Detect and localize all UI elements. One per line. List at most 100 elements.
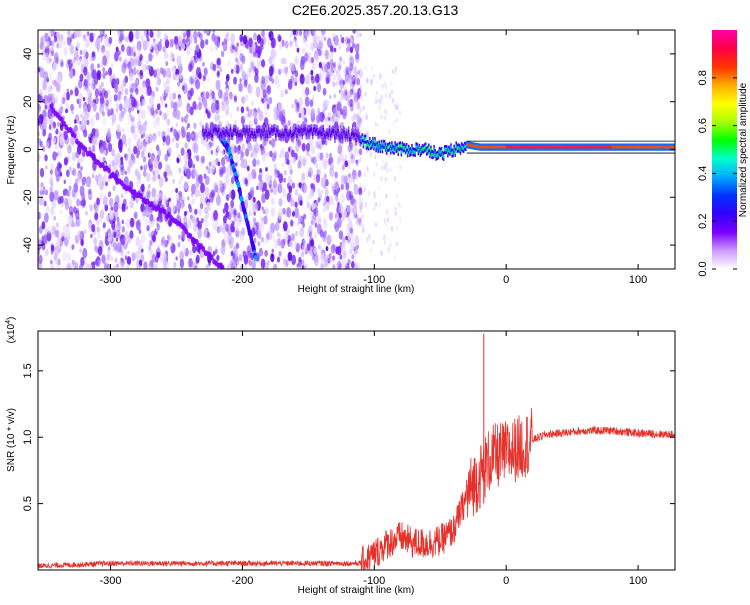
heatmap-cell	[184, 142, 188, 149]
heatmap-cell	[321, 158, 326, 167]
heatmap-track-cell	[184, 228, 189, 235]
heatmap-ridge-core	[579, 145, 582, 149]
heatmap-ridge-core	[636, 145, 639, 149]
heatmap-cell	[234, 46, 238, 53]
heatmap-cell	[60, 106, 64, 112]
heatmap-cell	[42, 129, 47, 137]
heatmap-cell	[311, 255, 315, 261]
heatmap-cell	[349, 81, 353, 87]
heatmap-cell	[152, 234, 156, 243]
heatmap-cell	[207, 260, 211, 266]
heatmap-cell	[39, 124, 44, 131]
heatmap-cell	[79, 49, 83, 56]
heatmap-cell	[373, 206, 376, 212]
heatmap-cell	[92, 32, 96, 38]
heatmap-cell	[238, 82, 243, 92]
heatmap-cell	[325, 76, 330, 85]
heatmap-cell	[342, 60, 345, 65]
heatmap-cell	[140, 35, 145, 44]
heatmap-cell	[63, 40, 66, 46]
heatmap-cell	[383, 239, 387, 245]
heatmap-cell	[336, 262, 340, 268]
heatmap-cell	[168, 146, 172, 154]
heatmap-cell	[278, 35, 282, 42]
heatmap-cell	[296, 221, 300, 227]
heatmap-ridge-core	[242, 127, 244, 132]
heatmap-cell	[71, 110, 74, 115]
heatmap-cell	[55, 98, 59, 104]
heatmap-ridge-core	[318, 130, 320, 136]
heatmap-ridge-core	[526, 145, 528, 149]
heatmap-cell	[389, 242, 392, 248]
heatmap-ridge-core	[319, 129, 321, 135]
heatmap-cell	[197, 101, 202, 110]
heatmap-cell	[261, 30, 265, 38]
heatmap-ridge-core	[394, 143, 396, 148]
heatmap-cell	[82, 150, 86, 157]
heatmap-cell	[200, 218, 204, 224]
heatmap-cell	[227, 95, 231, 102]
heatmap-cell	[123, 153, 127, 159]
heatmap-cell	[96, 47, 100, 53]
heatmap-cell	[314, 253, 320, 265]
heatmap-cell	[259, 144, 263, 149]
heatmap-ridge-core	[228, 132, 231, 137]
heatmap-cell	[359, 183, 362, 189]
heatmap-cell	[384, 83, 388, 89]
heatmap-cell	[295, 230, 299, 237]
snr-x-tick-label: 100	[629, 575, 647, 587]
heatmap-cell	[175, 73, 180, 82]
heatmap-cell	[272, 179, 277, 189]
heatmap-cell	[103, 262, 108, 269]
heatmap-ridge-core	[554, 145, 557, 149]
heatmap-ridge-core	[438, 149, 441, 154]
heatmap-cell	[380, 114, 383, 120]
heatmap-ridge-core	[270, 128, 273, 133]
heatmap-cell	[48, 115, 53, 126]
heatmap-cell	[238, 253, 243, 262]
heatmap-cell	[205, 91, 210, 99]
heatmap-cell	[141, 63, 147, 73]
heatmap-cell	[206, 201, 211, 212]
heatmap-cell	[332, 61, 337, 69]
heatmap-cell	[129, 217, 135, 228]
heatmap-cell	[163, 50, 169, 60]
heatmap-cell	[120, 161, 124, 166]
heatmap-cell	[182, 32, 186, 38]
heatmap-cell	[270, 197, 275, 206]
heatmap-cell	[287, 175, 293, 186]
heatmap-cell	[153, 157, 159, 169]
heatmap-cell	[168, 92, 174, 103]
heatmap-cell	[205, 264, 209, 269]
heatmap-ridge-core	[467, 143, 469, 147]
heatmap-cell	[119, 160, 125, 171]
heatmap-cell	[164, 39, 170, 49]
heatmap-ridge-core	[328, 128, 331, 133]
heatmap-cell	[294, 81, 298, 87]
heatmap-cell	[94, 212, 99, 221]
heatmap-cell	[133, 211, 138, 220]
heatmap-cell	[255, 86, 261, 98]
spectrogram-y-tick-label: -20	[22, 189, 34, 205]
heatmap-ridge-core	[415, 144, 417, 149]
heatmap-cell	[191, 261, 196, 269]
heatmap-cell	[349, 106, 352, 112]
heatmap-cell	[120, 156, 124, 162]
heatmap-cell	[82, 48, 88, 59]
heatmap-cell	[175, 122, 179, 127]
heatmap-cell	[333, 106, 338, 117]
heatmap-ridge-core	[534, 145, 537, 149]
heatmap-cell	[241, 143, 246, 151]
heatmap-cell	[230, 176, 235, 184]
heatmap-cell	[314, 110, 318, 117]
heatmap-cell	[270, 222, 276, 234]
heatmap-cell	[194, 208, 198, 215]
heatmap-cell	[154, 193, 159, 205]
heatmap-ridge-core	[382, 142, 385, 147]
heatmap-cell	[189, 250, 193, 256]
heatmap-ridge-core	[493, 145, 496, 149]
heatmap-ridge-core	[227, 132, 230, 137]
heatmap-cell	[120, 167, 124, 173]
heatmap-cell	[53, 215, 57, 221]
heatmap-cell	[169, 170, 173, 177]
